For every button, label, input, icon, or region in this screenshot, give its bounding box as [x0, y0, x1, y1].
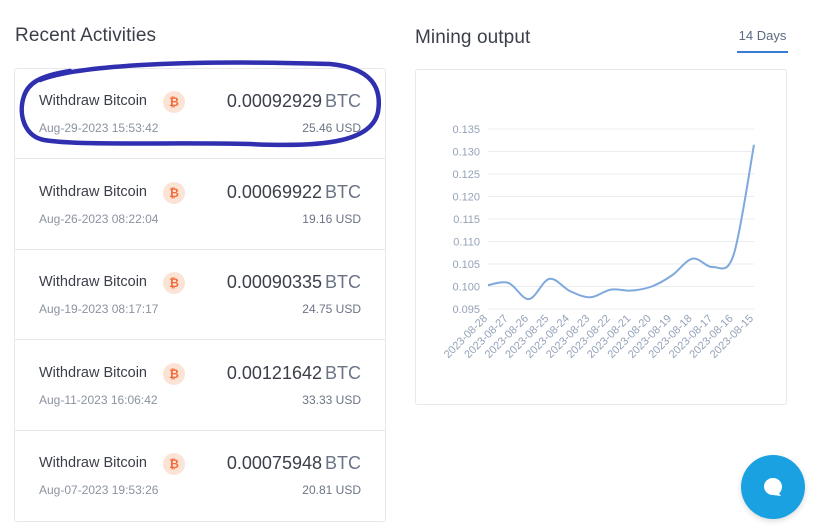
- amount-value: 0.00121642: [226, 362, 322, 383]
- activity-date: Aug-11-2023 16:06:42: [39, 392, 158, 407]
- activity-amount: 0.00121642 BTC: [227, 363, 361, 384]
- activity-usd: 19.16 USD: [302, 211, 361, 226]
- activity-label: Withdraw Bitcoin: [39, 183, 147, 200]
- activity-label: Withdraw Bitcoin: [39, 274, 147, 290]
- mining-chart-svg: 0.095 0.100 0.105 0.110 0.115 0.120 0.125 0.130…: [442, 124, 756, 361]
- y-tick-label: 0.095: [452, 304, 480, 316]
- activity-row[interactable]: Withdraw Bitcoin ₿ Aug-29-2023 15:53:42 0.0…: [15, 69, 385, 159]
- amount-unit: BTC: [325, 181, 361, 202]
- activity-usd: 24.75 USD: [302, 302, 361, 316]
- activity-amount: 0.00092929 BTC: [227, 91, 361, 112]
- y-tick-label: 0.105: [452, 259, 480, 271]
- y-tick-label: 0.100: [452, 282, 480, 294]
- amount-unit: BTC: [325, 362, 361, 383]
- y-tick-label: 0.120: [452, 192, 480, 204]
- bitcoin-icon: ₿: [163, 362, 185, 385]
- activity-date: Aug-26-2023 08:22:04: [39, 211, 159, 226]
- activity-row[interactable]: Withdraw Bitcoin ₿ Aug-26-2023 08:22:04 0.0…: [15, 160, 385, 250]
- activity-amount: 0.00090335 BTC: [227, 272, 361, 293]
- activity-label: Withdraw Bitcoin: [39, 364, 147, 381]
- activity-row[interactable]: Withdraw Bitcoin ₿ Aug-11-2023 16:06:42 0.0…: [15, 341, 385, 431]
- activities-list: Withdraw Bitcoin ₿ Aug-29-2023 15:53:42 0.0…: [14, 68, 386, 522]
- activity-label: Withdraw Bitcoin: [39, 455, 147, 471]
- amount-value: 0.00090335: [226, 272, 322, 292]
- activity-row[interactable]: Withdraw Bitcoin ₿ Aug-07-2023 19:53:26 0.0…: [15, 431, 385, 521]
- y-tick-label: 0.130: [452, 147, 480, 159]
- activity-date: Aug-07-2023 19:53:26: [39, 483, 159, 497]
- activity-row[interactable]: Withdraw Bitcoin ₿ Aug-19-2023 08:17:17 0.0…: [15, 250, 385, 340]
- activity-usd: 20.81 USD: [302, 483, 361, 497]
- recent-activities-title: Recent Activities: [15, 25, 157, 46]
- activity-usd: 33.33 USD: [302, 392, 361, 407]
- y-tick-label: 0.125: [452, 169, 480, 181]
- activity-amount: 0.00075948 BTC: [227, 453, 361, 474]
- amount-unit: BTC: [325, 272, 361, 292]
- chat-button[interactable]: [741, 455, 805, 519]
- amount-value: 0.00092929: [226, 91, 322, 111]
- activity-usd: 25.46 USD: [302, 121, 361, 135]
- amount-unit: BTC: [325, 453, 361, 473]
- activity-amount: 0.00069922 BTC: [227, 182, 361, 203]
- tab-14-days[interactable]: 14 Days: [737, 28, 788, 53]
- bitcoin-icon: ₿: [163, 272, 185, 294]
- activity-date: Aug-29-2023 15:53:42: [39, 121, 159, 135]
- bitcoin-icon: ₿: [163, 181, 185, 204]
- activity-date: Aug-19-2023 08:17:17: [39, 302, 159, 316]
- series-line: [487, 144, 755, 301]
- activity-label: Withdraw Bitcoin: [39, 93, 147, 109]
- amount-value: 0.00069922: [226, 181, 322, 202]
- bitcoin-icon: ₿: [163, 91, 185, 113]
- bitcoin-icon: ₿: [163, 453, 185, 475]
- amount-unit: BTC: [325, 91, 361, 111]
- y-tick-label: 0.115: [453, 214, 480, 226]
- amount-value: 0.00075948: [226, 453, 322, 473]
- y-tick-label: 0.110: [453, 237, 480, 249]
- mining-output-chart: 0.095 0.100 0.105 0.110 0.115 0.120 0.125 0.130…: [415, 69, 787, 405]
- mining-output-title: Mining output: [415, 27, 531, 48]
- chat-bubble-icon: [764, 478, 782, 496]
- y-tick-label: 0.135: [452, 124, 480, 136]
